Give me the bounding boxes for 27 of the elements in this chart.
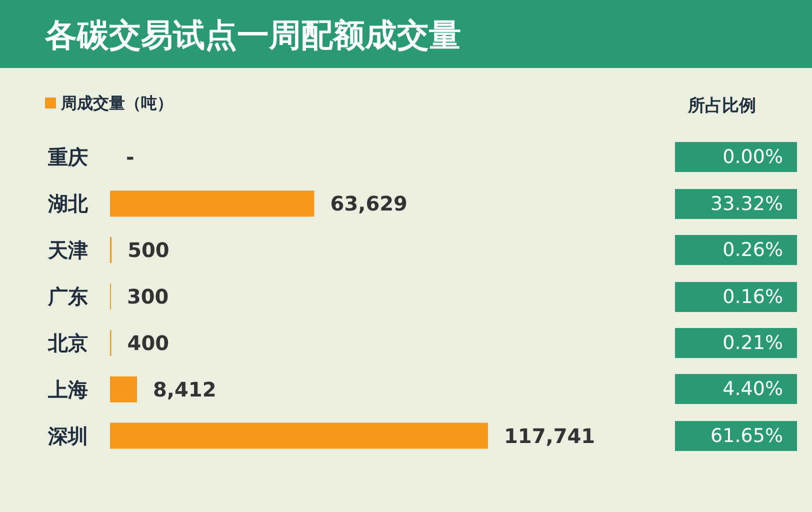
bar	[110, 190, 314, 217]
text: 所占比例	[688, 95, 756, 117]
y-tick-label: 深圳	[47, 424, 88, 448]
data-label: 63,629	[330, 192, 408, 216]
y-tick-label: 天津	[47, 238, 88, 262]
y-tick-label: 广东	[47, 284, 88, 308]
y-tick-label: 重庆	[47, 145, 88, 170]
data-label: 8,412	[153, 377, 216, 402]
data-label: 117,741	[504, 424, 596, 448]
text: 0.26%	[722, 239, 783, 262]
text: 0.00%	[722, 146, 783, 168]
chart-title: 各碳交易试点一周配额成交量	[45, 15, 461, 56]
bar	[110, 376, 138, 402]
text: 61.65%	[710, 424, 783, 447]
text: 0.16%	[722, 286, 783, 308]
legend-label: 周成交量（吨）	[60, 94, 173, 112]
text: 33.32%	[710, 192, 783, 215]
bar	[110, 422, 488, 449]
y-tick-label: 上海	[47, 377, 88, 402]
data-label: 300	[126, 284, 169, 308]
y-tick-label: 湖北	[47, 192, 89, 216]
y-tick-label: 北京	[47, 330, 88, 355]
data-label: 500	[128, 238, 170, 262]
text: 0.21%	[722, 332, 783, 354]
text: 4.40%	[722, 378, 783, 400]
data-label: 400	[127, 330, 170, 355]
data-label: -	[126, 145, 134, 170]
